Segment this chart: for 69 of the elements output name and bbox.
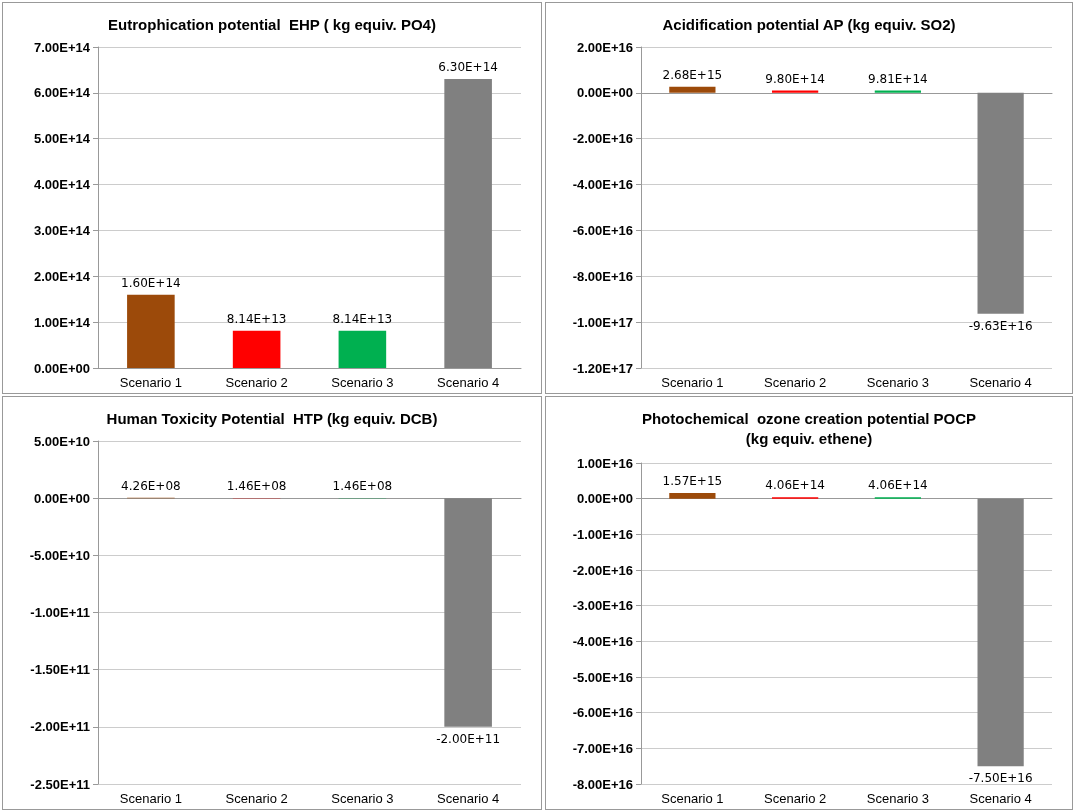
y-tick-label: -1.00E+11 — [30, 605, 90, 620]
y-tick-label: -2.50E+11 — [30, 776, 90, 792]
y-tick-label: -5.00E+16 — [572, 669, 633, 685]
data-label: 1.60E+14 — [121, 275, 181, 290]
data-label: 2.68E+15 — [662, 67, 723, 82]
data-label: 8.14E+13 — [226, 311, 287, 326]
y-tick-label: -5.00E+10 — [29, 547, 90, 563]
x-tick-label: Scenario 2 — [225, 375, 288, 390]
data-label: -7.50E+16 — [968, 771, 1033, 786]
data-label: 8.14E+13 — [332, 311, 393, 326]
y-tick-label: -8.00E+16 — [572, 776, 633, 792]
data-label: -2.00E+11 — [436, 731, 501, 746]
y-tick-label: -1.00E+17 — [572, 314, 633, 330]
data-label: 9.81E+14 — [868, 71, 928, 86]
chart-title: Acidification potential AP (kg equiv. SO2) — [662, 15, 956, 33]
x-tick-label: Scenario 1 — [119, 791, 182, 806]
data-label: 4.06E+14 — [765, 478, 825, 493]
y-tick-label: 0.00E+00 — [576, 491, 633, 507]
y-tick-label: -1.00E+16 — [572, 526, 633, 542]
data-label: 4.26E+08 — [121, 478, 181, 493]
chart-title: Human Toxicity Potential HTP (kg equiv. DCB) — [106, 409, 438, 427]
y-tick-label: -1.50E+11 — [30, 662, 90, 678]
y-tick-label: -4.00E+16 — [572, 177, 633, 193]
y-tick-label: -1.20E+17 — [572, 360, 633, 376]
y-tick-label: -2.00E+11 — [30, 719, 90, 735]
x-tick-label: Scenario 1 — [661, 791, 724, 806]
x-tick-label: Scenario 2 — [764, 791, 827, 806]
chart-title: Photochemical ozone creation potential POCP (kg equiv. ethene) — [641, 409, 977, 447]
x-tick-label: Scenario 2 — [764, 375, 827, 390]
y-tick-label: -6.00E+16 — [572, 222, 633, 238]
data-label: 1.46E+08 — [332, 479, 393, 493]
data-label: 4.06E+14 — [868, 478, 928, 493]
x-tick-label: Scenario 2 — [225, 791, 288, 806]
y-tick-label: 2.00E+16 — [576, 39, 633, 55]
y-tick-label: -3.00E+16 — [572, 598, 633, 614]
y-tick-label: 4.00E+14 — [33, 177, 91, 193]
y-tick-label: -6.00E+16 — [572, 705, 633, 721]
y-tick-label: 0.00E+00 — [33, 360, 90, 376]
x-tick-label: Scenario 1 — [661, 375, 724, 390]
y-tick-label: 7.00E+14 — [33, 39, 91, 55]
y-tick-label: -2.00E+16 — [572, 562, 633, 578]
data-label: -9.63E+16 — [968, 318, 1033, 333]
y-tick-label: 0.00E+00 — [576, 85, 633, 101]
y-tick-label: -2.00E+16 — [572, 131, 633, 147]
y-tick-label: -8.00E+16 — [572, 268, 633, 284]
x-tick-label: Scenario 3 — [866, 791, 929, 806]
x-tick-label: Scenario 1 — [119, 375, 182, 390]
y-tick-label: 1.00E+16 — [576, 455, 633, 471]
y-tick-label: 2.00E+14 — [33, 268, 91, 284]
y-tick-label: 5.00E+10 — [33, 433, 90, 449]
x-tick-label: Scenario 3 — [331, 791, 394, 806]
y-tick-label: 3.00E+14 — [33, 222, 91, 238]
chart-title: Eutrophication potential EHP ( kg equiv. PO4) — [108, 15, 436, 33]
y-tick-label: 1.00E+14 — [33, 314, 91, 330]
x-tick-label: Scenario 4 — [437, 375, 500, 390]
x-tick-label: Scenario 3 — [331, 375, 394, 390]
y-tick-label: 0.00E+00 — [33, 490, 90, 506]
x-tick-label: Scenario 4 — [969, 375, 1032, 390]
x-tick-label: Scenario 3 — [866, 375, 929, 390]
y-tick-label: -7.00E+16 — [572, 740, 633, 756]
data-label: 1.46E+08 — [226, 479, 287, 493]
y-tick-label: 5.00E+14 — [33, 131, 91, 147]
y-tick-label: 6.00E+14 — [33, 85, 91, 101]
data-label: 9.80E+14 — [765, 71, 825, 86]
data-label: 6.30E+14 — [438, 60, 498, 75]
x-tick-label: Scenario 4 — [437, 791, 500, 806]
y-tick-label: -4.00E+16 — [572, 633, 633, 649]
data-label: 1.57E+15 — [662, 474, 723, 489]
x-tick-label: Scenario 4 — [969, 791, 1032, 806]
